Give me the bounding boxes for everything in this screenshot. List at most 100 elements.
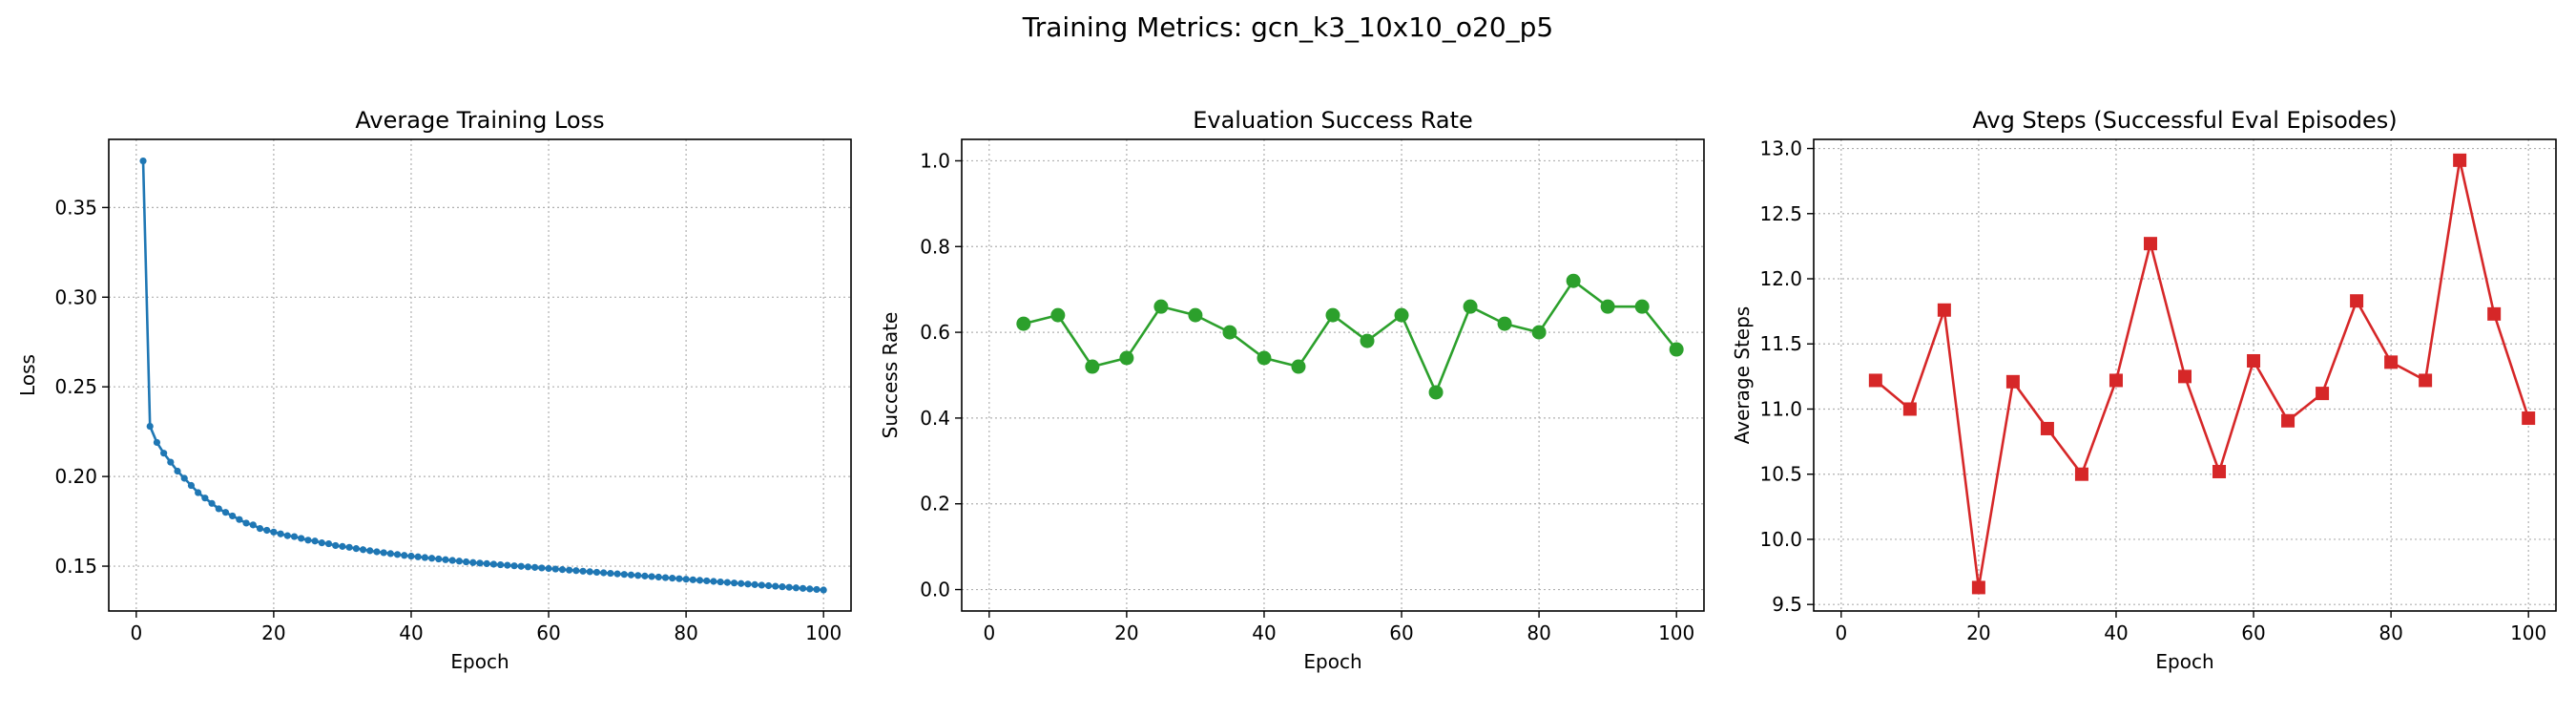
data-point (448, 557, 456, 564)
series-line (141, 160, 824, 592)
x-tick-label: 20 (1966, 621, 1990, 644)
data-point (504, 561, 511, 569)
x-tick-label: 100 (2510, 621, 2546, 644)
data-point (497, 560, 505, 569)
y-tick-label: 11.5 (1759, 332, 1802, 355)
x-tick-label: 0 (983, 621, 995, 644)
data-point (380, 549, 387, 557)
data-point (620, 571, 628, 579)
data-point (723, 579, 731, 586)
data-point (290, 533, 299, 540)
data-point (600, 569, 608, 577)
x-tick-label: 20 (1114, 621, 1138, 644)
data-point (277, 530, 284, 537)
y-tick-label: 0.8 (920, 235, 950, 258)
data-point (2074, 467, 2088, 481)
data-point (256, 524, 264, 533)
data-point (2350, 294, 2364, 308)
data-point (263, 526, 271, 535)
data-point (1016, 316, 1031, 331)
y-tick-label: 13.0 (1759, 137, 1802, 160)
data-point (779, 583, 786, 591)
plot-frame (1813, 138, 2557, 612)
x-tick-label: 60 (536, 621, 560, 644)
data-point (703, 577, 711, 585)
panel-avg-steps: 0 20 40 60 80 100 9.5 10.0 10.5 11.0 11.5 12.0 12.5 1… (1731, 107, 2557, 673)
data-point (689, 576, 696, 583)
data-point (1325, 307, 1340, 323)
y-tick-label: 0.20 (54, 465, 97, 488)
y-tick-label: 0.6 (920, 321, 950, 344)
data-point (1600, 299, 1615, 314)
data-point (607, 569, 614, 578)
data-point (634, 572, 642, 579)
data-point (551, 565, 559, 573)
plot-frame (961, 138, 1705, 612)
data-point (146, 422, 154, 431)
data-point (737, 579, 745, 587)
data-point (324, 539, 333, 548)
data-point (386, 550, 394, 558)
data-point (764, 581, 773, 590)
data-point (682, 576, 690, 583)
y-tick-label: 9.5 (1772, 593, 1802, 616)
data-point (654, 573, 662, 581)
data-point (2419, 373, 2433, 388)
data-point (592, 568, 601, 577)
data-point (2281, 413, 2296, 428)
data-point (483, 559, 490, 568)
data-point (661, 574, 670, 581)
y-tick-label: 0.25 (54, 375, 97, 398)
data-point (407, 552, 415, 560)
data-point (393, 551, 402, 558)
data-point (174, 467, 181, 475)
data-point (517, 562, 525, 570)
data-point (799, 584, 807, 592)
data-point (180, 474, 188, 482)
y-tick-label: 0.2 (920, 493, 950, 516)
data-point (2487, 306, 2502, 321)
y-tick-label: 10.0 (1759, 528, 1802, 551)
data-point (414, 553, 422, 560)
y-axis-label: Loss (16, 354, 39, 396)
panel-training-loss: 0 20 40 60 80 100 0.15 0.20 0.25 0.30 0.35 Average … (16, 107, 852, 673)
data-point (455, 558, 463, 565)
data-point (792, 584, 800, 592)
data-point (1937, 303, 1951, 317)
data-point (1669, 342, 1684, 357)
data-point (1394, 307, 1409, 323)
x-tick-label: 40 (399, 621, 423, 644)
x-axis-label: Epoch (450, 650, 509, 673)
x-tick-label: 100 (1658, 621, 1694, 644)
data-point (462, 558, 470, 566)
panel-title: Average Training Loss (355, 107, 604, 134)
data-point (538, 564, 546, 572)
data-point (427, 555, 436, 562)
data-point (1360, 333, 1375, 348)
data-point (229, 512, 237, 520)
data-point (1868, 373, 1882, 388)
data-point (710, 578, 717, 585)
x-tick-label: 60 (2241, 621, 2265, 644)
data-point (345, 543, 353, 551)
y-tick-label: 0.4 (920, 407, 950, 430)
data-point (1188, 307, 1203, 323)
data-point (1634, 299, 1650, 314)
data-point (160, 450, 168, 457)
data-point (373, 548, 381, 556)
y-tick-label: 0.0 (920, 579, 950, 601)
data-point (586, 568, 593, 576)
data-point (751, 580, 758, 588)
data-point (339, 542, 346, 550)
data-point (1153, 299, 1169, 314)
data-point (249, 521, 257, 529)
data-point (242, 519, 250, 527)
data-point (401, 552, 408, 559)
data-point (298, 535, 305, 542)
data-point (421, 554, 428, 561)
data-point (476, 559, 484, 567)
y-axis-label: Success Rate (879, 312, 902, 439)
x-axis-label: Epoch (2155, 650, 2213, 673)
data-point (613, 570, 621, 578)
